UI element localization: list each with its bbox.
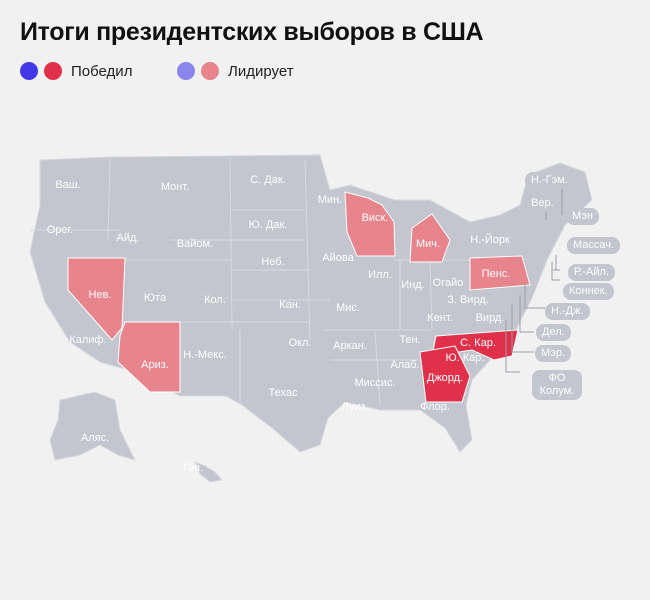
state-label[interactable]: Кент. [427,312,453,324]
won-rep-dot [44,62,62,80]
alaska [49,391,136,461]
leading-rep-dot [201,62,219,80]
state-callout[interactable]: ФО Колум. [532,370,582,400]
state-label[interactable]: Юта [143,292,167,304]
state-callout[interactable]: Мэр. [535,345,572,362]
legend-won: Победил [20,62,132,80]
state-label[interactable]: Тен. [399,334,421,346]
state-label[interactable]: Пенс. [481,268,511,280]
state-label[interactable]: Мин. [317,194,343,206]
state-label[interactable]: Кол. [204,294,226,306]
state-label[interactable]: Айд. [116,232,140,244]
state-michigan [409,213,451,263]
state-label[interactable]: Окл. [288,337,312,349]
hawaii [194,461,223,483]
state-georgia [419,345,471,403]
state-label[interactable]: Техас [268,387,298,399]
state-nevada [67,257,126,341]
page-title: Итоги президентских выборов в США [20,18,484,46]
state-callout[interactable]: Н.-Йорк [470,234,510,246]
won-dem-dot [20,62,38,80]
state-label[interactable]: Айова [322,252,354,264]
state-label[interactable]: Кан. [279,299,301,311]
state-label[interactable]: Миссис. [354,377,396,389]
state-label[interactable]: Ю. Кар. [445,352,485,364]
state-callout[interactable]: Массач. [567,237,621,254]
state-callout[interactable]: Н.-Дж. [545,303,590,320]
state-label[interactable]: Алаб. [390,359,420,371]
state-callout[interactable]: Н.-Гэм. [525,172,574,189]
state-label[interactable]: Орег. [46,224,74,236]
state-label[interactable]: Гав. [182,462,204,474]
state-label[interactable]: Илл. [368,269,392,281]
state-callout[interactable]: Коннек. [563,283,614,300]
state-callout[interactable]: Дел. [536,324,571,341]
state-wisconsin [344,191,396,257]
legend-won-label: Победил [71,62,133,80]
state-label[interactable]: Ю. Дак. [248,219,288,231]
state-callout[interactable]: Р.-Айл. [568,264,615,281]
state-label[interactable]: Джорд. [426,372,464,384]
state-label[interactable]: С. Кар. [460,337,496,349]
state-callout[interactable]: Вер. [525,195,560,212]
state-callout[interactable]: Мэн [566,208,599,225]
legend-leading: Лидирует [177,62,294,80]
state-arizona [117,321,181,393]
state-label[interactable]: Мич. [415,238,441,250]
state-label[interactable]: Ариз. [141,359,169,371]
state-pennsylvania [469,255,531,291]
state-label[interactable]: Калиф. [69,334,107,346]
state-label[interactable]: Н.-Мекс. [183,349,227,361]
state-label[interactable]: Вайом. [176,238,214,250]
state-label[interactable]: Мис. [336,302,360,314]
state-label[interactable]: Нев. [88,289,112,301]
legend-leading-label: Лидирует [228,62,294,80]
state-label[interactable]: Луиз. [341,401,369,413]
state-label[interactable]: Вирд. [475,312,505,324]
state-label[interactable]: Огайо [432,277,464,289]
state-label[interactable]: С. Дак. [250,174,286,186]
leading-dem-dot [177,62,195,80]
state-label[interactable]: Монт. [160,181,190,193]
state-label[interactable]: З. Вирд. [447,294,489,306]
state-label[interactable]: Аркан. [333,340,367,352]
state-label[interactable]: Ваш. [55,179,81,191]
state-label[interactable]: Неб. [261,256,285,268]
state-label[interactable]: Флор. [420,401,450,413]
state-label[interactable]: Инд. [401,279,425,291]
state-label[interactable]: Аляс. [80,432,110,444]
state-label[interactable]: Виск. [361,212,389,224]
